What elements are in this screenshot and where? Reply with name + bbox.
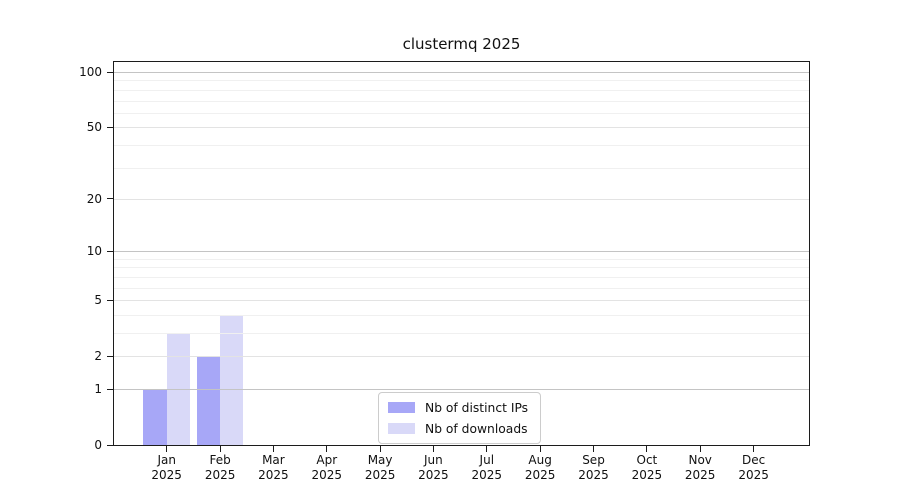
x-tick-label-apr: Apr 2025 bbox=[299, 453, 355, 483]
y-tick-label-10: 10 bbox=[86, 244, 102, 259]
x-tick-month-sep: Sep bbox=[582, 453, 605, 467]
legend-swatch-nb-of-distinct-ips bbox=[388, 402, 415, 413]
gridline-minor-80 bbox=[114, 89, 809, 91]
bar-nb-of-downloads-jan bbox=[166, 332, 190, 445]
gridline-decade-10 bbox=[114, 251, 809, 253]
x-tick-label-mar: Mar 2025 bbox=[245, 453, 301, 483]
gridline-50 bbox=[114, 127, 809, 129]
legend: Nb of distinct IPs Nb of downloads bbox=[378, 392, 542, 444]
x-tick-may bbox=[379, 446, 381, 452]
y-tick-10 bbox=[107, 250, 114, 252]
chart-title: clustermq 2025 bbox=[402, 35, 521, 53]
y-tick-1 bbox=[107, 388, 114, 390]
y-tick-50 bbox=[107, 126, 114, 128]
x-tick-month-jan: Jan bbox=[157, 453, 176, 467]
x-tick-jul bbox=[486, 446, 488, 452]
bar-nb-of-downloads-feb bbox=[220, 314, 244, 445]
x-tick-month-jul: Jul bbox=[479, 453, 495, 467]
x-tick-label-aug: Aug 2025 bbox=[512, 453, 568, 483]
x-tick-label-oct: Oct 2025 bbox=[619, 453, 675, 483]
gridline-decade-1 bbox=[114, 389, 809, 390]
x-tick-year-apr: 2025 bbox=[311, 468, 343, 482]
x-tick-year-may: 2025 bbox=[364, 468, 396, 482]
gridline-minor-9 bbox=[114, 258, 809, 260]
x-tick-month-feb: Feb bbox=[209, 453, 231, 467]
legend-item-nb-of-distinct-ips: Nb of distinct IPs bbox=[388, 400, 528, 415]
bar-nb-of-distinct-ips-feb bbox=[196, 356, 221, 445]
y-tick-20 bbox=[107, 198, 114, 200]
x-tick-label-jun: Jun 2025 bbox=[405, 453, 461, 483]
y-tick-5 bbox=[107, 299, 114, 301]
gridline-minor-4 bbox=[114, 314, 809, 316]
x-tick-mar bbox=[272, 446, 274, 452]
gridline-minor-40 bbox=[114, 144, 809, 146]
x-tick-year-nov: 2025 bbox=[684, 468, 716, 482]
x-tick-year-oct: 2025 bbox=[631, 468, 663, 482]
x-tick-jun bbox=[432, 446, 434, 452]
gridline-minor-3 bbox=[114, 333, 809, 334]
x-tick-apr bbox=[326, 446, 328, 452]
y-tick-2 bbox=[107, 355, 114, 357]
x-tick-month-mar: Mar bbox=[262, 453, 285, 467]
x-tick-label-feb: Feb 2025 bbox=[192, 453, 248, 483]
x-tick-sep bbox=[593, 446, 594, 452]
y-tick-label-1: 1 bbox=[94, 382, 102, 396]
y-tick-100 bbox=[107, 71, 114, 73]
x-tick-label-jan: Jan 2025 bbox=[139, 453, 195, 483]
x-tick-year-sep: 2025 bbox=[578, 468, 609, 482]
x-tick-year-mar: 2025 bbox=[258, 468, 289, 482]
legend-swatch-nb-of-downloads bbox=[388, 423, 415, 434]
gridline-minor-70 bbox=[114, 100, 809, 102]
x-tick-feb bbox=[219, 446, 221, 452]
y-tick-label-0: 0 bbox=[94, 438, 102, 452]
gridline-2 bbox=[114, 356, 809, 358]
x-tick-month-may: May bbox=[367, 453, 393, 467]
x-tick-label-dec: Dec 2025 bbox=[726, 453, 782, 483]
gridline-decade-100 bbox=[114, 72, 809, 73]
x-tick-year-dec: 2025 bbox=[738, 468, 769, 482]
legend-item-nb-of-downloads: Nb of downloads bbox=[388, 421, 528, 436]
gridline-20 bbox=[114, 198, 809, 200]
x-tick-year-jan: 2025 bbox=[151, 468, 182, 482]
x-tick-aug bbox=[539, 446, 541, 452]
y-tick-label-2: 2 bbox=[94, 349, 102, 364]
x-tick-dec bbox=[753, 446, 755, 452]
x-tick-label-may: May 2025 bbox=[352, 453, 408, 483]
bar-nb-of-distinct-ips-jan bbox=[143, 388, 167, 445]
y-tick-label-5: 5 bbox=[94, 293, 102, 308]
y-tick-0 bbox=[107, 444, 114, 446]
x-tick-year-jul: 2025 bbox=[471, 468, 503, 482]
legend-label-nb-of-distinct-ips: Nb of distinct IPs bbox=[425, 400, 529, 415]
x-tick-year-aug: 2025 bbox=[524, 468, 556, 482]
x-tick-oct bbox=[646, 446, 648, 452]
gridline-minor-60 bbox=[114, 112, 809, 114]
x-tick-label-nov: Nov 2025 bbox=[672, 453, 728, 483]
x-tick-year-jun: 2025 bbox=[418, 468, 449, 482]
gridline-minor-7 bbox=[114, 276, 809, 278]
x-tick-month-oct: Oct bbox=[636, 453, 658, 467]
x-tick-month-jun: Jun bbox=[424, 453, 443, 467]
gridline-5 bbox=[114, 300, 809, 302]
plot-area: Nb of distinct IPs Nb of downloads bbox=[113, 61, 810, 446]
x-tick-year-feb: 2025 bbox=[204, 468, 236, 482]
x-tick-label-sep: Sep 2025 bbox=[566, 453, 622, 483]
x-tick-month-apr: Apr bbox=[316, 453, 338, 467]
y-tick-label-20: 20 bbox=[86, 191, 102, 206]
gridline-minor-8 bbox=[114, 267, 809, 269]
legend-label-nb-of-downloads: Nb of downloads bbox=[425, 421, 528, 436]
x-tick-month-nov: Nov bbox=[688, 453, 712, 467]
y-tick-label-100: 100 bbox=[79, 65, 102, 79]
gridline-minor-6 bbox=[114, 287, 809, 289]
gridline-minor-90 bbox=[114, 80, 809, 82]
y-tick-label-50: 50 bbox=[86, 120, 102, 135]
x-tick-nov bbox=[699, 446, 701, 452]
gridline-minor-30 bbox=[114, 167, 809, 169]
x-tick-label-jul: Jul 2025 bbox=[459, 453, 515, 483]
x-tick-jan bbox=[166, 446, 168, 452]
x-tick-month-dec: Dec bbox=[741, 453, 766, 467]
x-tick-month-aug: Aug bbox=[528, 453, 552, 467]
